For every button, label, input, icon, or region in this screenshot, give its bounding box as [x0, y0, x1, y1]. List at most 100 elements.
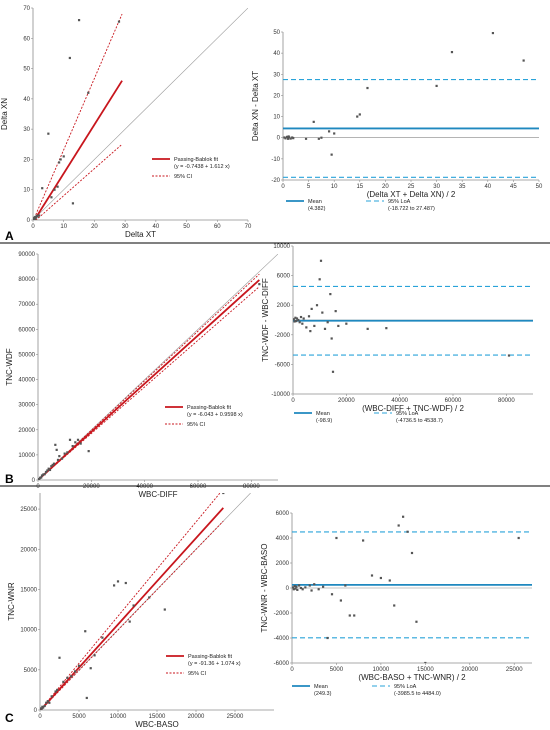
y-tick-label: 30 [23, 127, 30, 133]
y-tick-label: 40 [273, 51, 280, 57]
data-point [327, 130, 331, 133]
data-point [128, 620, 131, 623]
data-point [51, 463, 54, 467]
legend-fit-equation: (y = -0.7438 + 1.612 x) [174, 164, 230, 170]
data-point [402, 515, 405, 518]
x-tick-label: 60000 [445, 398, 462, 404]
x-tick-label: 20000 [461, 667, 478, 673]
data-point [50, 465, 53, 468]
data-point [293, 318, 295, 321]
data-point [312, 120, 315, 123]
data-point [330, 593, 334, 596]
legend-loa-value: (-18.722 to 27.487) [388, 206, 435, 212]
x-tick-label: 5000 [330, 667, 344, 673]
x-tick-label: 20000 [188, 714, 205, 720]
y-tick-label: 80000 [18, 277, 35, 283]
y-tick-label: 20000 [18, 428, 35, 434]
data-point [293, 585, 296, 588]
x-tick-label: 0 [281, 184, 285, 190]
legend-mean-label: Mean [316, 411, 330, 417]
data-point [85, 696, 88, 700]
x-tick-label: 5 [307, 184, 311, 190]
y-axis-title: TNC-WDF - WBC-DIFF [261, 278, 270, 362]
data-point [366, 86, 369, 90]
x-tick-label: 20000 [338, 398, 355, 404]
legend-loa-label: 95% LoA [396, 411, 419, 417]
x-tick-label: 50 [536, 184, 543, 190]
data-point [299, 586, 302, 590]
data-point [298, 584, 301, 587]
legend-loa-label: 95% LoA [388, 199, 411, 205]
data-point [385, 327, 388, 330]
plot-area [38, 254, 278, 480]
data-point [56, 185, 59, 188]
data-point [356, 115, 359, 118]
data-point [70, 675, 73, 678]
data-point [54, 443, 57, 446]
data-point [358, 113, 361, 116]
passing-bablok-fit-line [40, 507, 224, 710]
x-tick-label: 0 [290, 667, 294, 673]
x-tick-label: 10000 [373, 667, 390, 673]
data-point [293, 320, 296, 323]
data-point [301, 322, 304, 325]
data-point [71, 202, 75, 205]
data-point [435, 84, 438, 88]
x-tick-label: 10 [331, 184, 338, 190]
x-tick-label: 80000 [498, 398, 515, 404]
y-axis-title: TNC-WNR - WBC-BASO [260, 544, 269, 633]
data-point [59, 158, 62, 161]
data-point [56, 458, 60, 462]
x-tick-label: 15000 [149, 714, 166, 720]
data-point [287, 137, 290, 140]
data-point [76, 438, 80, 441]
plot-area [33, 8, 248, 220]
y-tick-label: 50 [273, 30, 280, 36]
data-point [323, 327, 327, 330]
x-axis-title: Delta XT [125, 230, 156, 239]
y-tick-label: 2000 [276, 561, 290, 567]
y-tick-label: 10000 [273, 244, 290, 250]
legend-fit-equation: (y = -91.36 + 1.074 x) [188, 661, 241, 667]
panel-letter-c: C [5, 711, 14, 725]
x-tick-label: 15000 [417, 667, 434, 673]
y-tick-label: 40 [23, 97, 30, 103]
x-axis-title: (WBC-DIFF + TNC-WDF) / 2 [362, 404, 464, 413]
x-axis-title: (Delta XT + Delta XN) / 2 [367, 190, 456, 199]
y-tick-label: 70 [23, 6, 30, 12]
data-point [298, 321, 301, 324]
legend: Passing-Bablok fit(y = -6.043 + 0.9598 x… [165, 405, 243, 428]
data-point [334, 310, 337, 313]
passing-bablok-fit-line [33, 80, 123, 220]
data-point [296, 588, 299, 591]
data-point [84, 630, 87, 633]
legend-mean-value: (249.3) [314, 691, 332, 697]
data-point [101, 636, 104, 639]
data-point [50, 196, 53, 199]
legend-fit-equation: (y = -6.043 + 0.9598 x) [187, 412, 243, 418]
data-point [46, 469, 49, 472]
x-tick-label: 0 [31, 224, 35, 230]
x-tick-label: 40000 [391, 398, 408, 404]
y-tick-label: 20 [23, 157, 30, 163]
data-point [222, 493, 225, 495]
x-tick-label: 40 [484, 184, 491, 190]
data-point [345, 322, 348, 325]
data-point [310, 307, 313, 310]
x-tick-label: 80000 [243, 484, 260, 490]
y-tick-label: 0 [34, 708, 38, 714]
data-point [284, 137, 287, 140]
data-point [388, 579, 391, 582]
data-point [335, 536, 338, 540]
y-axis-title: Delta XN - Delta XT [251, 71, 260, 141]
y-tick-label: 5000 [24, 668, 38, 674]
data-point [331, 370, 335, 373]
data-point [318, 278, 321, 281]
y-tick-label: 25000 [20, 507, 37, 513]
y-tick-label: 30 [273, 72, 280, 78]
data-point [34, 217, 37, 220]
data-point [58, 455, 61, 458]
legend-fit-label: Passing-Bablok fit [174, 157, 218, 163]
legend-fit-label: Passing-Bablok fit [188, 654, 232, 660]
